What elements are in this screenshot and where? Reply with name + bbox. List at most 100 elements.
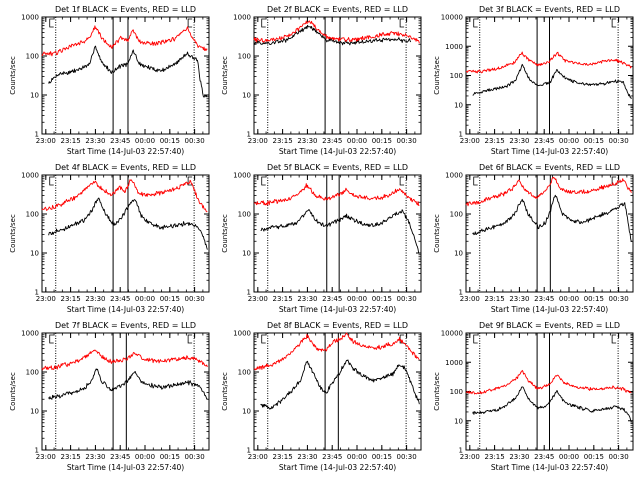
bracket-marker-icon	[611, 18, 617, 28]
y-tick-label: 100	[238, 211, 251, 219]
y-axis-label: Counts/sec	[9, 214, 17, 253]
chart-panel-2: Det 2f BLACK = Events, RED = LLD Counts/s…	[221, 5, 422, 156]
bracket-marker-icon	[187, 334, 193, 344]
bracket-marker-icon	[187, 176, 193, 186]
y-tick-label: 100	[238, 53, 251, 61]
y-tick-label: 1000	[445, 43, 463, 51]
plot-frame	[253, 332, 422, 451]
x-tick-label: 23:15	[273, 295, 293, 303]
x-tick-label: 00:15	[584, 137, 604, 145]
y-tick-label: 1	[35, 289, 39, 297]
x-tick-label: 23:00	[460, 137, 480, 145]
y-axis-label: Counts/sec	[221, 372, 229, 411]
x-tick-label: 23:45	[110, 137, 130, 145]
bracket-marker-icon	[399, 18, 405, 28]
x-tick-label: 23:15	[61, 137, 81, 145]
chart-title: Det 3f BLACK = Events, RED = LLD	[479, 5, 620, 14]
y-tick-label: 10	[30, 92, 39, 100]
y-tick-label: 1	[35, 131, 39, 139]
y-tick-label: 100	[450, 211, 463, 219]
bracket-marker-icon	[261, 334, 266, 344]
y-axis-label: Counts/sec	[221, 56, 229, 95]
x-tick-label: 23:00	[460, 295, 480, 303]
bracket-marker-icon	[399, 176, 405, 186]
x-tick-label: 23:45	[534, 137, 554, 145]
y-tick-label: 1	[35, 447, 39, 455]
x-tick-label: 00:15	[160, 295, 180, 303]
y-axis-label: Counts/sec	[433, 372, 441, 411]
x-tick-label: 00:30	[397, 137, 417, 145]
y-tick-label: 1000	[233, 172, 251, 180]
x-tick-label: 23:00	[36, 137, 56, 145]
x-tick-label: 00:00	[559, 453, 579, 461]
chart-title: Det 7f BLACK = Events, RED = LLD	[55, 321, 196, 330]
x-tick-label: 23:30	[509, 295, 529, 303]
series-line-events	[472, 386, 632, 423]
y-tick-label: 10	[242, 250, 251, 258]
bracket-marker-icon	[49, 334, 54, 344]
chart-title: Det 9f BLACK = Events, RED = LLD	[479, 321, 620, 330]
bracket-marker-icon	[473, 334, 478, 344]
x-tick-label: 00:30	[609, 295, 629, 303]
series-line-lld	[465, 51, 632, 74]
chart-title: Det 2f BLACK = Events, RED = LLD	[267, 5, 408, 14]
x-tick-label: 23:30	[85, 295, 105, 303]
bracket-marker-icon	[261, 18, 266, 28]
y-axis-label: Counts/sec	[221, 214, 229, 253]
chart-title: Det 5f BLACK = Events, RED = LLD	[267, 163, 408, 172]
y-tick-label: 1000	[445, 359, 463, 367]
x-tick-label: 00:15	[372, 137, 392, 145]
x-tick-label: 23:00	[460, 453, 480, 461]
chart-title: Det 8f BLACK = Events, RED = LLD	[267, 321, 408, 330]
chart-panel-6: Det 6f BLACK = Events, RED = LLD Counts/s…	[433, 163, 634, 314]
x-tick-label: 23:00	[248, 137, 268, 145]
y-tick-label: 10	[242, 408, 251, 416]
x-tick-label: 23:15	[61, 295, 81, 303]
y-tick-label: 1000	[21, 172, 39, 180]
y-tick-label: 100	[26, 53, 39, 61]
bracket-marker-icon	[49, 18, 54, 28]
y-tick-label: 1	[459, 289, 463, 297]
x-tick-label: 23:15	[273, 453, 293, 461]
chart-panel-7: Det 7f BLACK = Events, RED = LLD Counts/s…	[9, 321, 210, 472]
chart-title: Det 4f BLACK = Events, RED = LLD	[55, 163, 196, 172]
plot-frame	[253, 174, 422, 293]
x-axis-label: Start Time (14-Jul-03 22:57:40)	[491, 147, 608, 156]
y-tick-label: 100	[26, 369, 39, 377]
y-tick-label: 100	[450, 72, 463, 80]
chart-panel-5: Det 5f BLACK = Events, RED = LLD Counts/s…	[221, 163, 422, 314]
x-tick-label: 00:15	[372, 295, 392, 303]
y-tick-label: 10000	[441, 14, 463, 22]
x-tick-label: 00:30	[185, 137, 205, 145]
chart-title: Det 6f BLACK = Events, RED = LLD	[479, 163, 620, 172]
y-tick-label: 10000	[441, 330, 463, 338]
y-axis-label: Counts/sec	[9, 56, 17, 95]
series-line-events	[472, 194, 632, 243]
series-line-events	[48, 45, 208, 98]
series-line-lld	[41, 179, 208, 213]
plot-frame	[41, 174, 210, 293]
series-line-lld	[465, 369, 632, 395]
y-tick-label: 1000	[445, 172, 463, 180]
x-tick-label: 00:15	[160, 453, 180, 461]
y-axis-label: Counts/sec	[433, 56, 441, 95]
x-axis-label: Start Time (14-Jul-03 22:57:40)	[279, 463, 396, 472]
plot-frame	[41, 332, 210, 451]
bracket-marker-icon	[187, 18, 193, 28]
chart-panel-3: Det 3f BLACK = Events, RED = LLD Counts/s…	[433, 5, 634, 156]
bracket-marker-icon	[261, 176, 266, 186]
y-tick-label: 1000	[233, 330, 251, 338]
x-tick-label: 00:30	[185, 295, 205, 303]
x-tick-label: 23:00	[248, 295, 268, 303]
y-tick-label: 1000	[21, 14, 39, 22]
x-tick-label: 00:00	[559, 295, 579, 303]
x-tick-label: 00:15	[584, 295, 604, 303]
chart-panel-4: Det 4f BLACK = Events, RED = LLD Counts/s…	[9, 163, 210, 314]
x-tick-label: 23:45	[322, 295, 342, 303]
series-line-lld	[253, 183, 420, 207]
x-tick-label: 00:30	[397, 453, 417, 461]
x-tick-label: 23:30	[85, 137, 105, 145]
y-tick-label: 10	[454, 101, 463, 109]
x-tick-label: 00:00	[347, 137, 367, 145]
